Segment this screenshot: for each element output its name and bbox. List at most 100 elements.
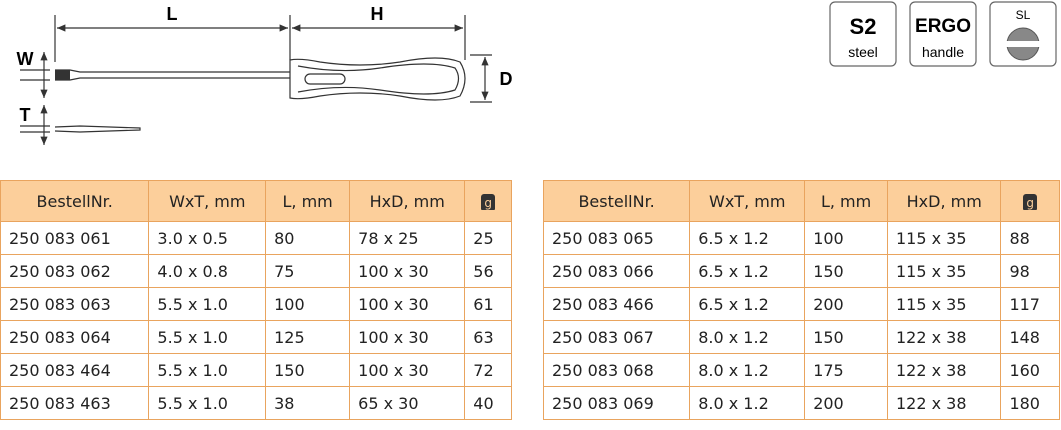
dim-label: D [500,69,513,89]
table-cell: 250 083 463 [0,386,150,420]
table-cell: 4.0 x 0.8 [148,254,267,288]
table-cell: 250 083 466 [542,287,691,321]
dim-label: H [371,4,384,24]
badge-text: steel [848,44,878,60]
table-cell: 180 [1000,386,1060,420]
table-cell: 148 [1000,320,1060,354]
header-row: BestellNr. WxT, mm L, mm HxD, mm g [0,180,512,222]
table-row: 250 083 066 6.5 x 1.2 150 115 x 35 98 [542,254,1060,288]
header-cell: BestellNr. [542,180,691,222]
table-cell: 150 [804,320,888,354]
table-cell: 250 083 062 [0,254,150,288]
table-cell: 88 [1000,221,1060,255]
table-cell: 175 [804,353,888,387]
table-cell: 100 [265,287,351,321]
header-row: BestellNr. WxT, mm L, mm HxD, mm g [542,180,1060,222]
table-cell: 3.0 x 0.5 [148,221,267,255]
table-cell: 40 [464,386,512,420]
table-cell: 6.5 x 1.2 [689,254,806,288]
table-cell: 250 083 068 [542,353,691,387]
table-row: 250 083 063 5.5 x 1.0 100 100 x 30 61 [0,287,512,321]
table-cell: 100 x 30 [349,353,466,387]
table-cell: 8.0 x 1.2 [689,386,806,420]
table-cell: 150 [804,254,888,288]
table-cell: 250 083 065 [542,221,691,255]
dim-label: T [20,105,31,125]
header-cell: L, mm [265,180,351,222]
table-row: 250 083 464 5.5 x 1.0 150 100 x 30 72 [0,353,512,387]
table-row: 250 083 068 8.0 x 1.2 175 122 x 38 160 [542,353,1060,387]
table-cell: 100 x 30 [349,320,466,354]
header-cell: WxT, mm [148,180,267,222]
weight-icon: g [1023,193,1038,210]
diagram: L H W T D S2 steel ERGO handle SL [17,1,1057,145]
table-cell: 115 x 35 [886,254,1002,288]
table-cell: 115 x 35 [886,287,1002,321]
table-cell: 5.5 x 1.0 [148,287,267,321]
spec-table: BestellNr. WxT, mm L, mm HxD, mm g 250 083 06… [542,180,1060,420]
table-cell: 125 [265,320,351,354]
table-cell: 98 [1000,254,1060,288]
table-row: 250 083 064 5.5 x 1.0 125 100 x 30 63 [0,320,512,354]
table-row: 250 083 067 8.0 x 1.2 150 122 x 38 148 [542,320,1060,354]
table-cell: 61 [464,287,512,321]
table-cell: 250 083 061 [0,221,150,255]
badge-text: SL [1016,8,1031,22]
table-cell: 6.5 x 1.2 [689,287,806,321]
table-cell: 122 x 38 [886,320,1002,354]
spec-table: BestellNr. WxT, mm L, mm HxD, mm g 250 083 06… [0,180,512,420]
table-cell: 6.5 x 1.2 [689,221,806,255]
table-cell: 122 x 38 [886,353,1002,387]
header-cell: HxD, mm [349,180,466,222]
table-row: 250 083 061 3.0 x 0.5 80 78 x 25 25 [0,221,512,255]
header-cell: g [1000,180,1060,222]
table-cell: 115 x 35 [886,221,1002,255]
table-cell: 100 [804,221,888,255]
table-cell: 80 [265,221,351,255]
table-row: 250 083 466 6.5 x 1.2 200 115 x 35 117 [542,287,1060,321]
table-cell: 250 083 069 [542,386,691,420]
weight-icon: g [481,193,496,210]
table-row: 250 083 069 8.0 x 1.2 200 122 x 38 180 [542,386,1060,420]
table-cell: 8.0 x 1.2 [689,353,806,387]
header-cell: g [464,180,512,222]
table-cell: 250 083 067 [542,320,691,354]
table-cell: 117 [1000,287,1060,321]
table-cell: 122 x 38 [886,386,1002,420]
table-cell: 72 [464,353,512,387]
table-cell: 8.0 x 1.2 [689,320,806,354]
table-cell: 25 [464,221,512,255]
table-cell: 75 [265,254,351,288]
table-cell: 56 [464,254,512,288]
table-cell: 65 x 30 [349,386,466,420]
badge-title: S2 [850,14,877,39]
badge-title: ERGO [915,16,971,37]
table-cell: 250 083 464 [0,353,150,387]
table-cell: 63 [464,320,512,354]
table-cell: 38 [265,386,351,420]
table-cell: 5.5 x 1.0 [148,386,267,420]
header-cell: HxD, mm [886,180,1002,222]
table-cell: 78 x 25 [349,221,466,255]
table-cell: 100 x 30 [349,287,466,321]
table-cell: 150 [265,353,351,387]
dim-label: L [167,4,178,24]
badge-text: handle [922,44,964,60]
table-cell: 250 083 066 [542,254,691,288]
table-row: 250 083 463 5.5 x 1.0 38 65 x 30 40 [0,386,512,420]
table-cell: 250 083 063 [0,287,150,321]
table-cell: 250 083 064 [0,320,150,354]
header-cell: L, mm [804,180,888,222]
table-cell: 5.5 x 1.0 [148,353,267,387]
table-cell: 5.5 x 1.0 [148,320,267,354]
table-cell: 160 [1000,353,1060,387]
table-cell: 100 x 30 [349,254,466,288]
header-cell: WxT, mm [689,180,806,222]
table-cell: 200 [804,386,888,420]
table-row: 250 083 065 6.5 x 1.2 100 115 x 35 88 [542,221,1060,255]
table-row: 250 083 062 4.0 x 0.8 75 100 x 30 56 [0,254,512,288]
header-cell: BestellNr. [0,180,150,222]
dim-label: W [17,49,34,69]
table-cell: 200 [804,287,888,321]
